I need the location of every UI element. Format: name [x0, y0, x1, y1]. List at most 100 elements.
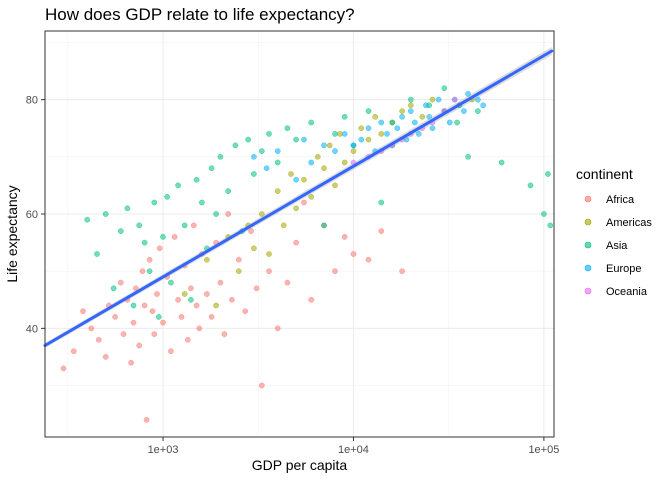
data-point-europe — [350, 142, 357, 149]
data-point-asia — [232, 142, 239, 149]
data-point-africa — [133, 285, 139, 292]
data-point-asia — [258, 148, 265, 154]
data-point-asia — [332, 131, 338, 137]
data-point-africa — [171, 234, 178, 240]
data-point-africa — [117, 279, 124, 286]
data-point-europe — [274, 148, 281, 154]
data-point-asia — [341, 113, 348, 120]
y-axis-title: Life expectancy — [4, 185, 20, 282]
data-point-asia — [164, 193, 170, 200]
data-point-americas — [350, 148, 357, 154]
data-point-asia — [498, 159, 505, 166]
data-point-asia — [308, 119, 315, 126]
data-point-africa — [146, 256, 153, 263]
data-point-americas — [326, 142, 333, 149]
data-point-africa — [70, 348, 77, 355]
data-point-asia — [441, 85, 448, 92]
data-point-africa — [128, 359, 134, 366]
data-point-africa — [95, 336, 102, 343]
x-tick-label: 1e+05 — [528, 444, 559, 456]
data-point-americas — [235, 268, 242, 275]
data-point-africa — [141, 302, 148, 309]
data-point-europe — [426, 113, 433, 120]
data-point-americas — [407, 102, 414, 109]
data-point-americas — [429, 96, 436, 103]
legend-label-asia: Asia — [606, 240, 628, 252]
data-point-asia — [378, 199, 385, 206]
data-point-africa — [168, 348, 174, 355]
legend-key-africa — [584, 195, 592, 203]
data-point-asia — [274, 159, 281, 166]
data-point-asia — [541, 211, 547, 217]
data-point-asia — [151, 199, 158, 206]
data-point-africa — [225, 211, 232, 217]
data-point-europe — [429, 125, 436, 132]
data-point-africa — [149, 308, 156, 315]
data-point-africa — [156, 245, 163, 252]
data-point-africa — [350, 251, 357, 257]
data-point-asia — [213, 211, 219, 217]
data-point-americas — [378, 131, 385, 137]
data-point-americas — [399, 108, 405, 114]
data-point-africa — [274, 325, 281, 332]
trend-line — [43, 49, 554, 348]
data-point-europe — [308, 159, 315, 166]
data-point-africa — [184, 336, 191, 343]
trend-layer — [43, 47, 554, 349]
data-point-asia — [181, 222, 188, 229]
data-point-africa — [196, 325, 203, 332]
legend-label-oceania: Oceania — [606, 286, 648, 298]
data-point-europe — [365, 125, 372, 132]
data-point-asia — [94, 251, 100, 257]
data-point-asia — [389, 119, 396, 126]
data-point-europe — [465, 91, 471, 97]
data-point-europe — [407, 108, 414, 114]
data-point-africa — [284, 279, 291, 286]
data-point-americas — [365, 136, 372, 143]
data-point-africa — [130, 319, 137, 326]
data-point-europe — [378, 119, 385, 126]
y-tick-label: 40 — [26, 323, 38, 335]
data-point-asia — [168, 279, 174, 286]
data-point-asia — [199, 199, 205, 206]
data-point-africa — [217, 279, 224, 286]
data-point-oceania — [451, 96, 458, 103]
data-point-asia — [155, 314, 162, 320]
legend: continent Africa Americas Asia Europe Oceani… — [576, 166, 652, 298]
data-point-africa — [365, 256, 372, 263]
data-point-africa — [120, 331, 127, 337]
data-point-americas — [341, 159, 348, 166]
data-point-asia — [160, 234, 166, 240]
data-point-europe — [415, 131, 422, 137]
data-point-africa — [308, 296, 315, 303]
data-point-europe — [263, 165, 270, 172]
legend-label-africa: Africa — [606, 194, 635, 206]
data-point-asia — [217, 153, 224, 160]
x-tick-label: 1e+04 — [338, 444, 369, 456]
data-point-americas — [321, 165, 327, 172]
data-point-asia — [266, 131, 272, 137]
data-point-asia — [130, 302, 137, 309]
data-point-asia — [146, 268, 153, 275]
data-point-asia — [321, 222, 327, 229]
data-point-africa — [242, 308, 249, 315]
data-point-asia — [293, 136, 299, 143]
data-point-africa — [229, 296, 235, 303]
data-point-africa — [293, 239, 299, 246]
data-point-asia — [407, 96, 414, 103]
data-point-europe — [332, 148, 338, 154]
data-point-americas — [293, 205, 299, 212]
data-point-americas — [204, 256, 210, 263]
data-point-europe — [475, 96, 481, 103]
data-point-americas — [258, 211, 265, 217]
data-point-africa — [190, 222, 197, 229]
data-point-africa — [88, 325, 95, 332]
data-point-africa — [143, 416, 150, 423]
data-point-europe — [435, 96, 442, 103]
data-point-americas — [419, 113, 426, 120]
data-point-europe — [321, 142, 327, 149]
data-point-africa — [301, 199, 307, 206]
data-point-asia — [465, 153, 471, 160]
data-point-americas — [251, 245, 257, 252]
data-point-asia — [208, 165, 215, 172]
